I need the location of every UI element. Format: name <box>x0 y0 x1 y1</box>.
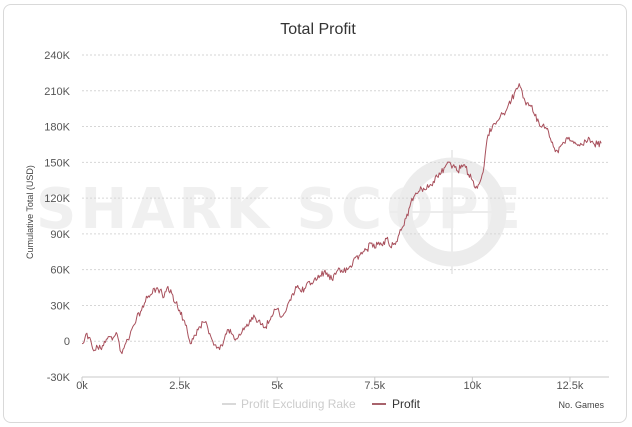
y-tick-label: 0 <box>64 336 70 348</box>
x-tick-label: 2.5k <box>169 380 190 392</box>
y-tick-label: 60K <box>50 265 70 277</box>
y-tick-label: 30K <box>50 300 70 312</box>
legend: Profit Excluding Rake Profit <box>222 397 421 411</box>
y-tick-label: 90K <box>50 229 70 241</box>
y-tick-label: 180K <box>44 122 70 134</box>
x-tick-label: 7.5k <box>364 380 385 392</box>
y-tick-label: 210K <box>44 86 70 98</box>
x-tick-label: 12.5k <box>557 380 584 392</box>
y-axis: -30K 0 30K 60K 90K 120K 150K 180K 210K 240K <box>44 50 70 384</box>
y-axis-label: Cumulative Total (USD) <box>25 165 35 259</box>
x-tick-label: 10k <box>463 380 481 392</box>
y-tick-label: 120K <box>44 193 70 205</box>
chart-frame <box>3 4 627 423</box>
legend-item-profit-excl-rake[interactable]: Profit Excluding Rake <box>222 397 356 411</box>
legend-label-profit: Profit <box>392 397 421 411</box>
legend-label-profit-excl-rake: Profit Excluding Rake <box>241 397 356 411</box>
series-layer <box>81 83 602 355</box>
x-tick-label: 5k <box>271 380 283 392</box>
watermark-logo <box>390 150 514 274</box>
x-axis-note: No. Games <box>558 400 604 410</box>
x-tick-label: 0k <box>76 380 88 392</box>
y-tick-label: 240K <box>44 50 70 62</box>
legend-item-profit[interactable]: Profit <box>372 397 421 411</box>
y-tick-label: 150K <box>44 157 70 169</box>
y-tick-label: -30K <box>47 372 71 384</box>
x-axis: 0k 2.5k 5k 7.5k 10k 12.5k <box>76 377 584 392</box>
series-line-profit[interactable] <box>81 83 602 355</box>
chart-title: Total Profit <box>280 21 356 38</box>
watermark-text: SHARK SCOPE <box>36 177 525 242</box>
